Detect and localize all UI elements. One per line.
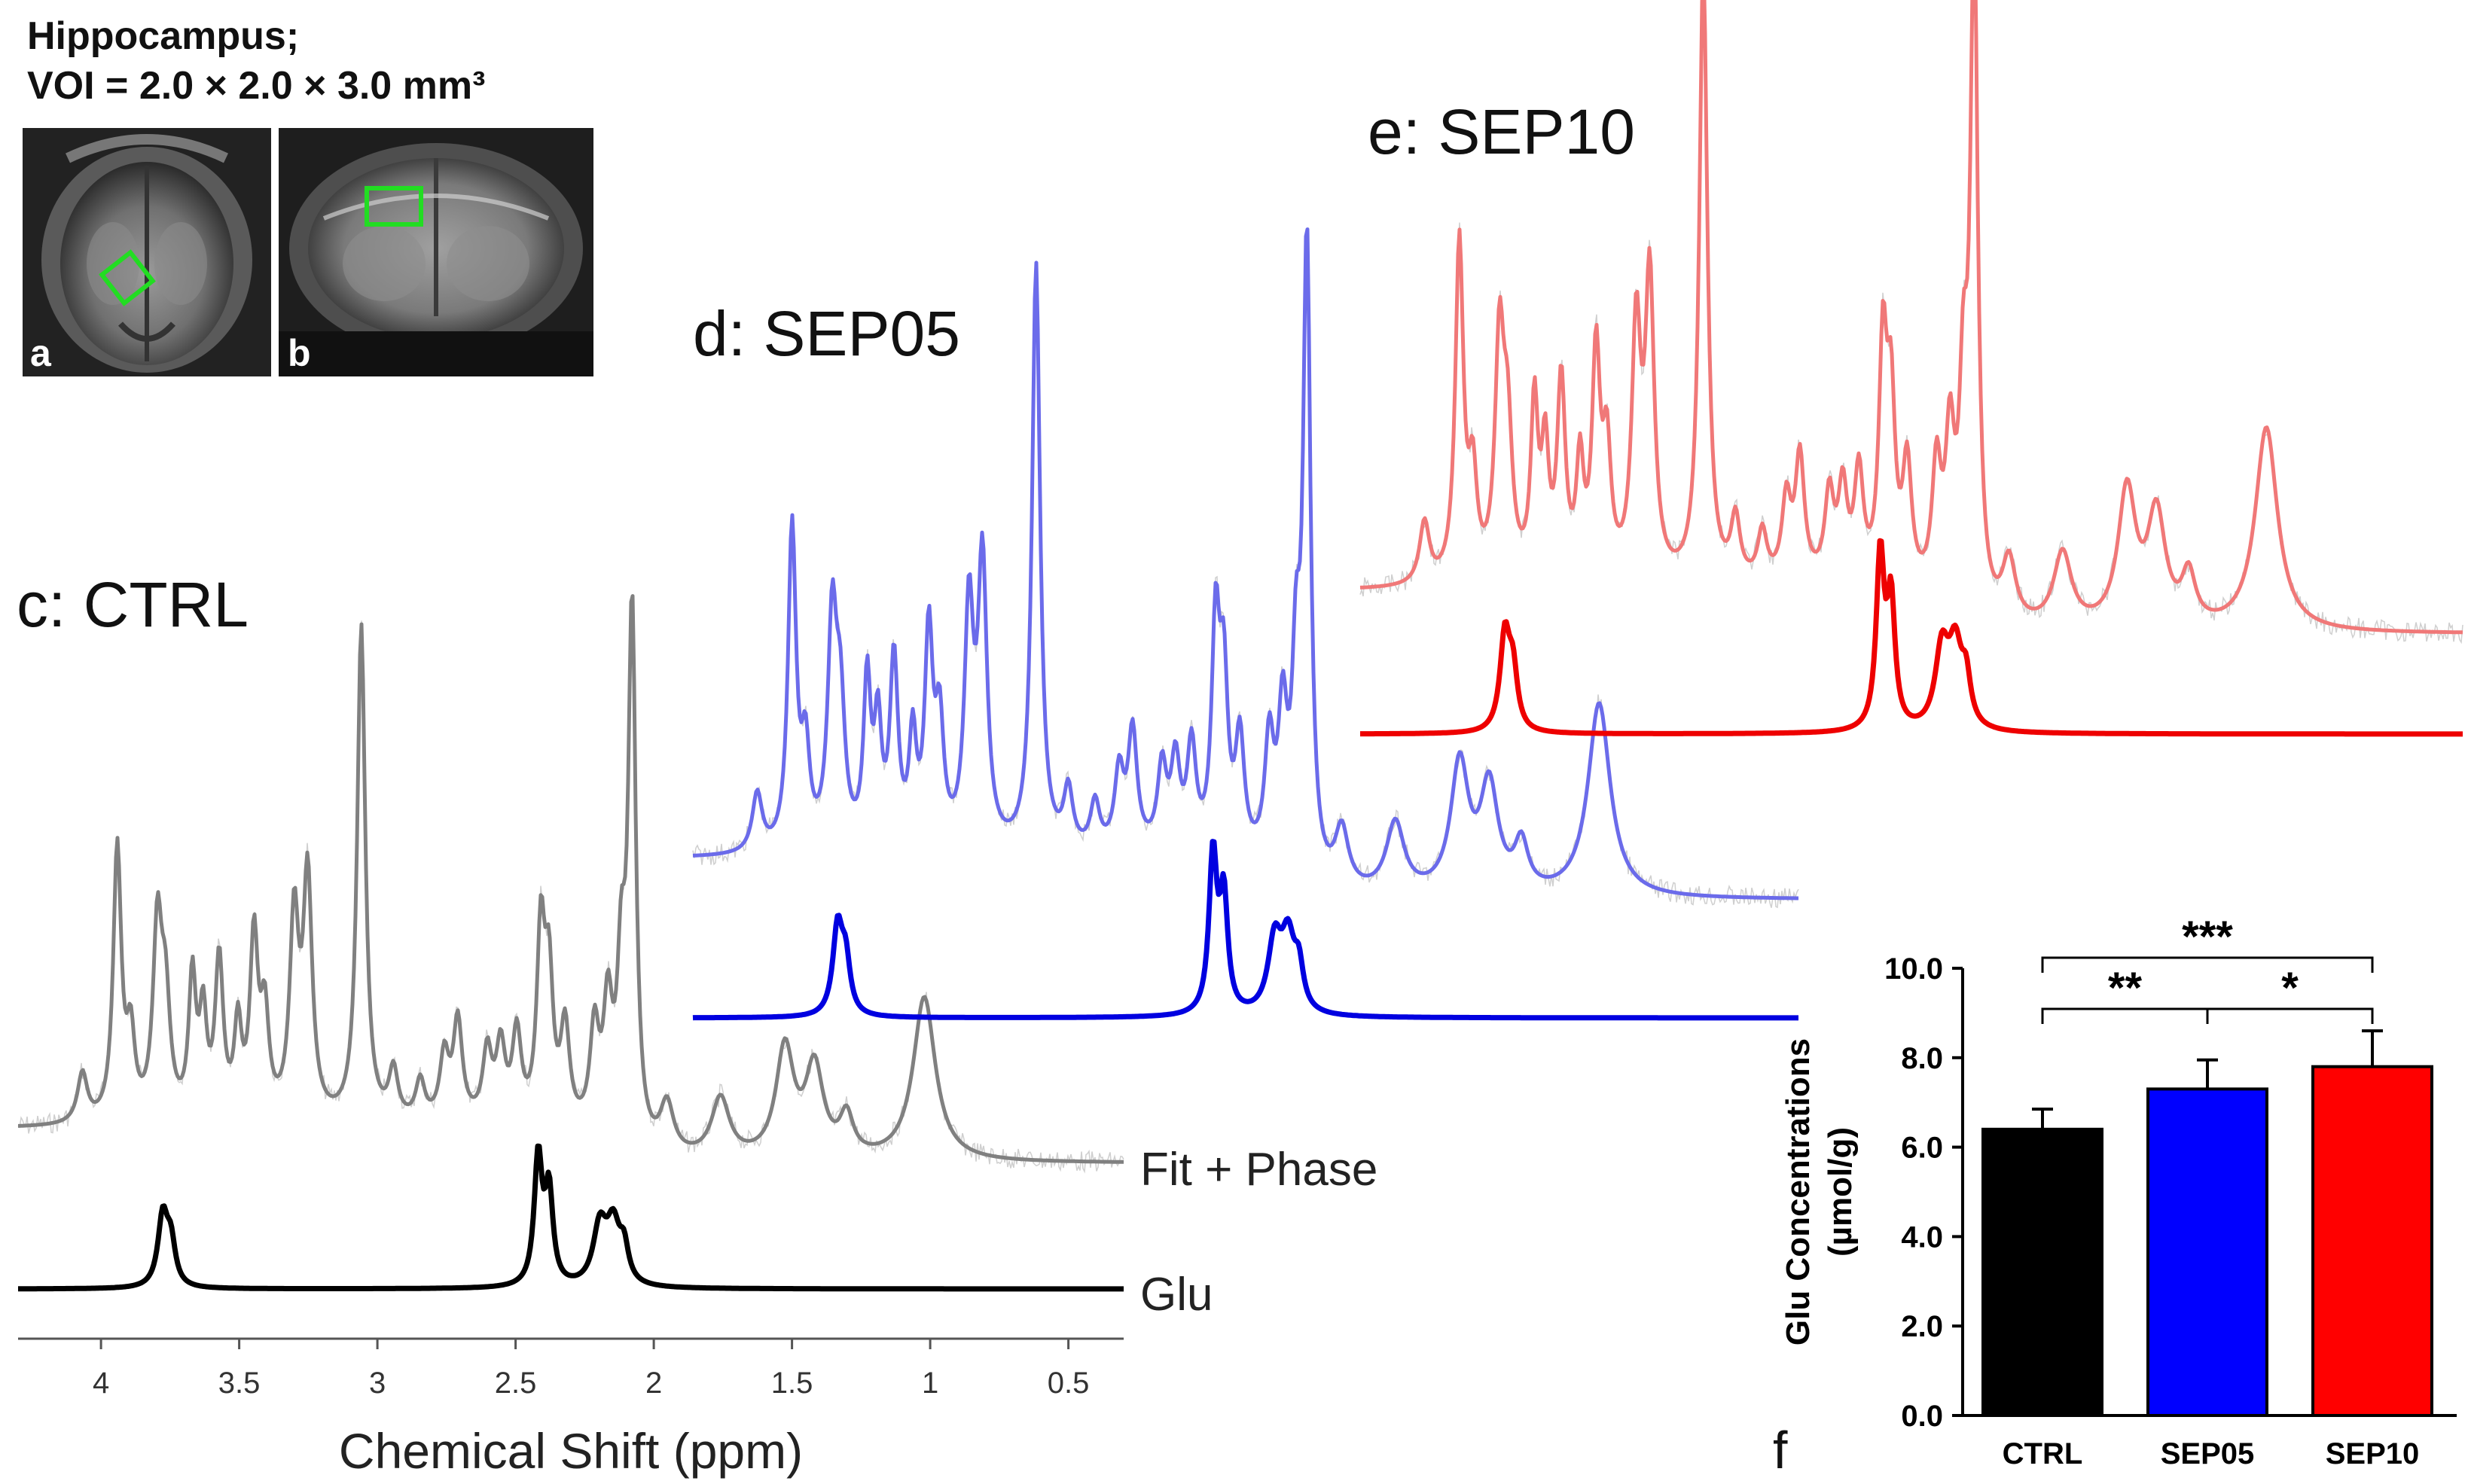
bar-category-labels: CTRL SEP05 SEP10 [2003,1437,2420,1470]
spectrum-fit-sep05 [692,227,1799,900]
mri-panel-label-b: b [288,332,311,374]
bar-sep05 [2146,1087,2268,1417]
voi-title-line1: Hippocampus; [27,14,300,58]
spectrum-glu-sep10 [1359,538,2464,737]
x-tick-label-4: 2 [645,1367,662,1400]
spectrum-title-ctrl: c: CTRL [17,569,249,640]
bar-y-ticks: 0.0 2.0 4.0 6.0 8.0 10.0 [1884,952,1963,1433]
bar-category-label-ctrl: CTRL [2003,1437,2083,1470]
bar-y-tick-label-4: 8.0 [1901,1042,1943,1075]
spectrum-glu-ctrl [17,1143,1125,1292]
x-tick-label-5: 1.5 [771,1367,813,1400]
bar-y-tick-label-1: 2.0 [1901,1310,1943,1343]
spectrum-title-sep10: e: SEP10 [1368,96,1635,167]
bar-y-axis-label-line1: Glu Concentrations [1780,1038,1817,1345]
voi-title: Hippocampus; VOI = 2.0 × 2.0 × 3.0 mm³ [27,17,485,105]
voi-box-coronal [365,186,423,227]
trace-label-fit-phase: Fit + Phase [1140,1144,1377,1196]
spectra-layer [17,0,2464,1292]
bar-category-label-sep10: SEP10 [2326,1437,2420,1470]
spectra-x-ticks: 4 3.5 3 2.5 2 1.5 1 0.5 [93,1339,1089,1400]
glu-bar-chart: 0.02.04.06.08.010.0 ***** * CTRL SEP05 SEP1… [1773,913,2457,1479]
bar-y-tick-label-2: 4.0 [1901,1220,1943,1254]
sig-bracket-2 [2206,1007,2374,1024]
bar-y-tick-label-0: 0.0 [1901,1400,1943,1433]
spectrum-glu-sep05 [691,839,1800,1021]
sig-bracket-0 [2041,956,2374,973]
significance-brackets: ***** * [2041,913,2374,1024]
bar-sep10 [2311,1065,2433,1418]
sig-label-0: *** [2182,913,2233,961]
x-tick-label-6: 1 [922,1367,938,1400]
spectra-x-axis: 4 3.5 3 2.5 2 1.5 1 0.5 Chemical Shift (ppm) [18,1337,1124,1479]
voi-title-line2: VOI = 2.0 × 2.0 × 3.0 mm³ [27,64,486,108]
spectra-x-axis-label: Chemical Shift (ppm) [339,1423,803,1479]
x-tick-label-0: 4 [93,1367,109,1400]
x-tick-label-1: 3.5 [218,1367,261,1400]
bars [1981,1029,2433,1418]
mri-image-axial: a [23,128,271,376]
spectrum-fit-ctrl [17,594,1124,1164]
spectrum-title-sep05: d: SEP05 [693,298,960,369]
bar-ctrl [1981,1127,2103,1417]
x-tick-label-2: 3 [369,1367,386,1400]
bar-y-tick-label-5: 10.0 [1884,952,1943,986]
sig-label-2: * [2281,964,2299,1013]
mri-panel-label-a: a [30,332,51,374]
sig-label-1: ** [2108,964,2143,1013]
trace-label-glu: Glu [1140,1269,1213,1321]
bar-panel-label-f: f [1773,1421,1788,1479]
bar-y-tick-label-3: 6.0 [1901,1132,1943,1165]
x-tick-label-3: 2.5 [495,1367,537,1400]
spectrum-fit-ctrl-noise [17,600,1124,1174]
voi-box-axial [99,249,156,306]
mri-image-coronal: b [279,128,593,376]
x-tick-label-7: 0.5 [1048,1367,1090,1400]
bar-y-axis-label-line2: (µmol/g) [1822,1127,1859,1257]
bar-category-label-sep05: SEP05 [2161,1437,2255,1470]
spectrum-fit-sep10 [1359,0,2463,635]
